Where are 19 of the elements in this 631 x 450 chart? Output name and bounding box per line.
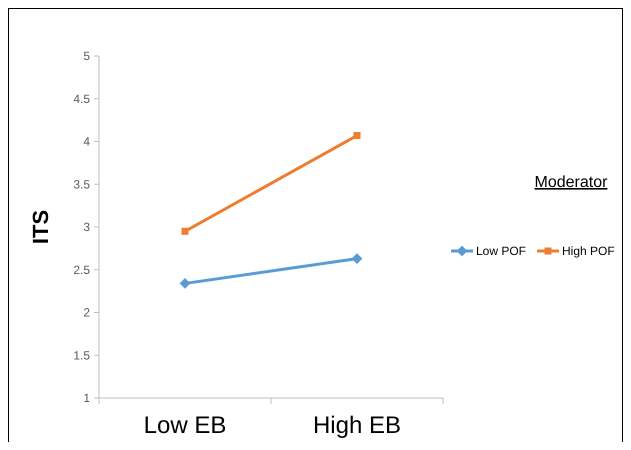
y-tick-label: 3: [83, 220, 90, 234]
y-tick-label: 1.5: [73, 348, 90, 362]
y-tick-label: 2.5: [73, 262, 90, 277]
y-tick-label: 2: [83, 306, 90, 320]
point: [354, 132, 360, 140]
y-axis-title: ITS: [28, 210, 53, 244]
y-tick-label: 1: [83, 391, 90, 406]
y-tick-label: 4.5: [73, 92, 90, 106]
point: [182, 228, 188, 235]
legend-title: Moderator: [534, 174, 608, 191]
y-tick-label: 3.5: [73, 177, 90, 192]
y-tick-label: 5: [83, 49, 90, 64]
y-tick-label: 4: [83, 134, 90, 149]
legend-label: High POF: [562, 244, 615, 258]
legend-label: Low POF: [476, 244, 526, 258]
point: [180, 278, 190, 289]
x-tick-label: High EB: [312, 412, 402, 439]
x-tick-label: Low EB: [144, 412, 226, 439]
point: [352, 253, 362, 264]
